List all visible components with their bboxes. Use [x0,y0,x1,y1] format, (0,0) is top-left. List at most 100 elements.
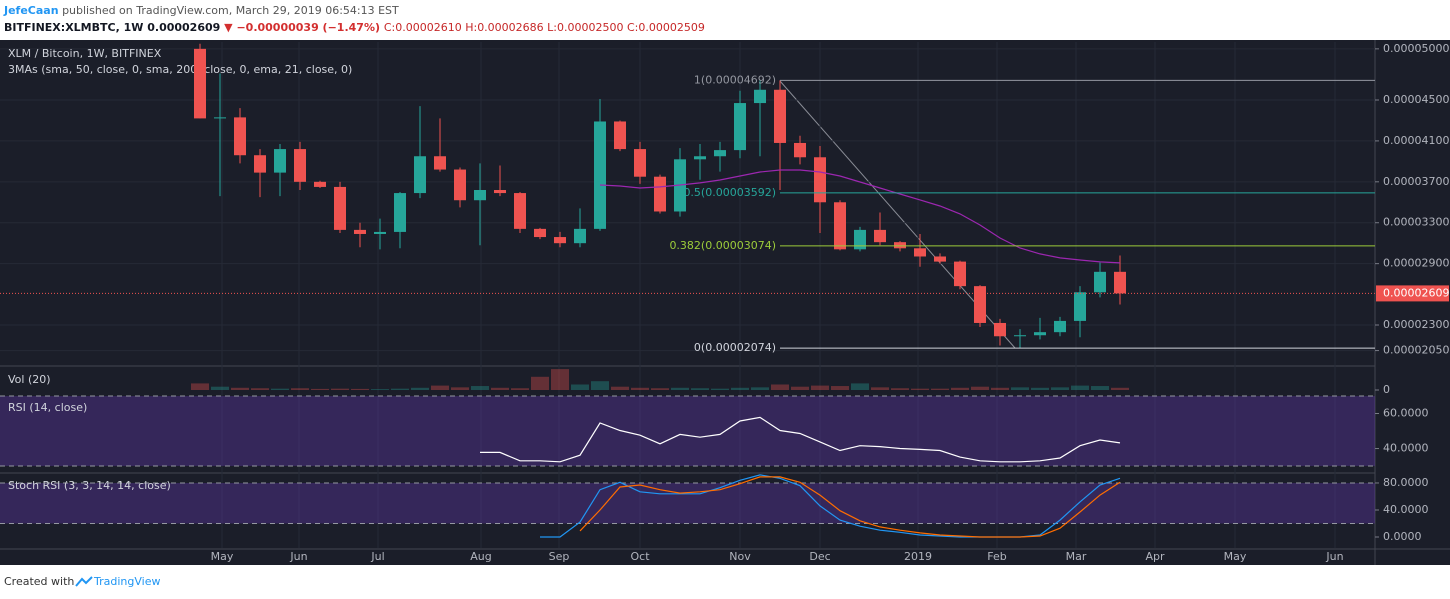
candle-body [934,256,946,262]
y-tick-label: 80.0000 [1383,476,1429,489]
candle-body [974,286,986,323]
volume-bar [411,387,429,390]
candle-body [1034,332,1046,336]
volume-bar [531,376,549,390]
candle-body [734,103,746,151]
x-tick-label: May [1224,550,1247,563]
last-price-label: 0.00002609 [1383,286,1449,299]
candle-body [1054,320,1066,333]
y-tick-label: 0.00005000 [1383,42,1449,55]
candle-body [334,186,346,230]
fib-label: 1(0.00004692) [694,73,776,86]
x-tick-label: Jul [370,550,384,563]
last-price-box [1376,285,1449,302]
x-tick-label: Jun [1325,550,1343,563]
candle-body [354,229,366,234]
volume-bar [771,384,789,390]
volume-bar [231,387,249,390]
volume-bar [1031,387,1049,390]
x-tick-label: Nov [729,550,751,563]
candle-body [454,169,466,201]
candle-body [1094,271,1106,293]
volume-bar [331,388,349,390]
candle-body [1114,271,1126,294]
volume-bar [911,388,929,390]
candle-body [694,156,706,160]
volume-bar [211,386,229,390]
candle-body [514,193,526,229]
volume-bar [791,386,809,390]
candle-body [1014,335,1026,337]
candle-body [714,150,726,157]
header-line: JefeCaan published on TradingView.com, M… [3,4,399,17]
y-tick-label: 60.0000 [1383,407,1429,420]
x-tick-label: Apr [1145,550,1165,563]
candle-body [614,121,626,150]
y-tick-label: 0.00003300 [1383,216,1449,229]
volume-bar [831,386,849,390]
volume-bar [1111,387,1129,390]
symbol-line: BITFINEX:XLMBTC, 1W 0.00002609 ▼ −0.0000… [4,21,705,34]
pane-subtitle: 3MAs (sma, 50, close, 0, sma, 200, close… [8,63,352,76]
volume-bar [871,387,889,390]
volume-bar [671,387,689,390]
x-tick-label: 2019 [904,550,932,563]
candle-body [194,48,206,119]
y-tick-label: 0.00004100 [1383,134,1449,147]
symbol: BITFINEX:XLMBTC, 1W [4,21,143,34]
volume-bar [711,388,729,390]
candle-body [554,237,566,244]
ohlc: C:0.00002610 H:0.00002686 L:0.00002500 C… [384,21,705,34]
moving-average [599,169,1121,264]
brand-icon [75,576,93,587]
candle-body [274,149,286,173]
volume-bar [591,381,609,390]
price: 0.00002609 [147,21,220,34]
candle-body [294,149,306,182]
published: published on TradingView.com, March 29, … [62,4,399,17]
band [0,482,1375,524]
candle-body [834,202,846,250]
candle-body [894,242,906,249]
volume-bar [631,387,649,390]
x-tick-label: Jun [289,550,307,563]
candle-body [794,142,806,158]
volume-bar [251,388,269,390]
candle-body [754,89,766,104]
candle-body [654,176,666,212]
candle-body [634,149,646,177]
volume-bar [691,388,709,390]
volume-bar [191,383,209,390]
footer-bg [0,565,1450,599]
candle-body [474,189,486,201]
indicator-line [579,476,1121,538]
x-tick-label: Feb [987,550,1006,563]
volume-bar [1011,387,1029,390]
x-tick-label: May [211,550,234,563]
candle-body [814,157,826,203]
candle-body [854,229,866,250]
volume-bar [951,387,969,390]
brand[interactable]: TradingView [93,575,160,588]
x-tick-label: Mar [1066,550,1087,563]
y-tick-label: 0.00002900 [1383,257,1449,270]
volume-bar [571,384,589,390]
candle-body [394,193,406,232]
candle-body [414,156,426,194]
pane-title: Stoch RSI (3, 3, 14, 14, close) [8,479,171,492]
volume-bar [731,387,749,390]
volume-bar [491,387,509,390]
x-tick-label: Sep [549,550,570,563]
volume-bar [311,388,329,390]
volume-bar [751,387,769,390]
volume-bar [431,385,449,390]
volume-bar [611,386,629,390]
candle-body [594,121,606,229]
y-tick-label: 40.0000 [1383,442,1429,455]
candle-body [774,89,786,143]
author[interactable]: JefeCaan [3,4,59,17]
volume-bar [931,388,949,390]
volume-bar [811,385,829,390]
change: ▼ −0.00000039 (−1.47%) [224,21,380,34]
